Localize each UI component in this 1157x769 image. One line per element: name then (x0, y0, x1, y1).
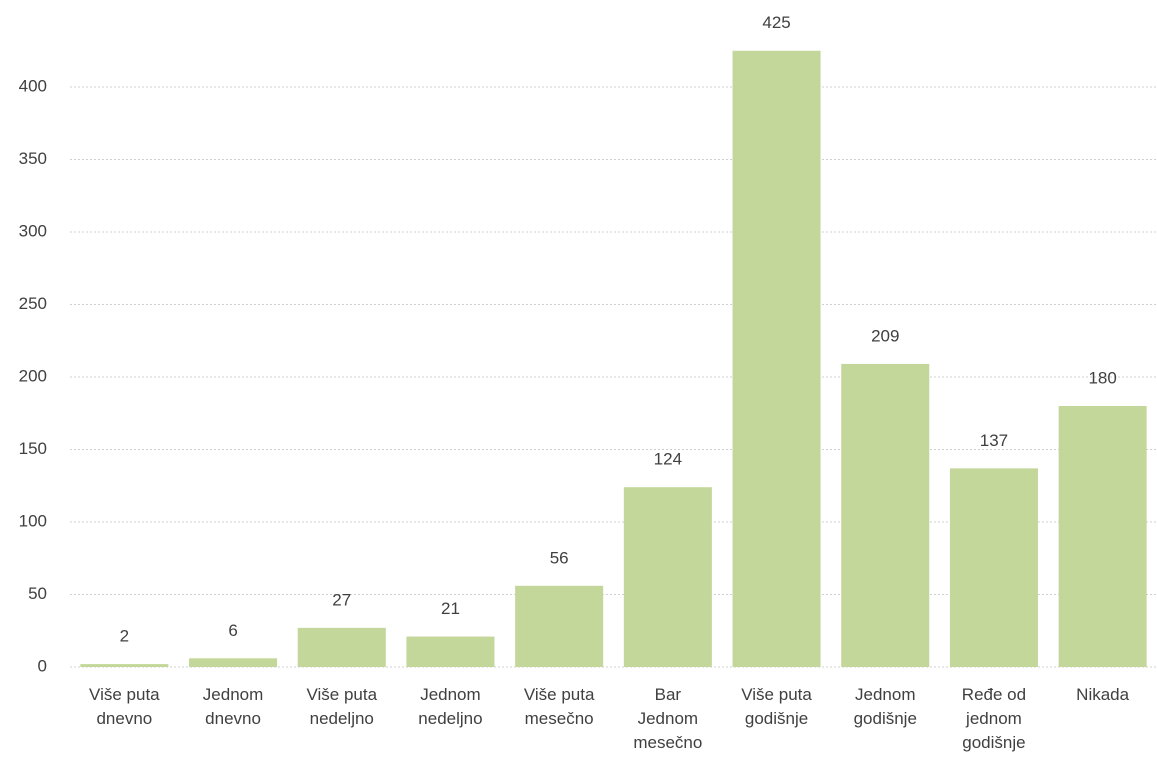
bar (297, 627, 386, 667)
x-tick-label: Jednom dnevno (202, 685, 264, 728)
data-label: 124 (654, 450, 682, 469)
bar (1058, 406, 1147, 667)
data-label: 425 (762, 13, 790, 32)
data-label: 56 (550, 548, 569, 567)
data-label: 6 (228, 621, 237, 640)
y-tick-label: 350 (19, 149, 47, 168)
x-tick-label: Više puta godišnje (741, 685, 812, 728)
bar (515, 585, 604, 667)
x-tick-label: Više puta dnevno (89, 685, 160, 728)
x-tick-label: Nikada (1076, 685, 1130, 704)
y-tick-label: 250 (19, 294, 47, 313)
bar (949, 468, 1038, 667)
y-tick-label: 50 (28, 584, 47, 603)
y-tick-label: 100 (19, 511, 47, 530)
data-label: 2 (120, 627, 129, 646)
bar (406, 636, 495, 667)
y-tick-label: 200 (19, 366, 47, 385)
y-tick-label: 0 (38, 656, 47, 675)
bar (623, 487, 712, 667)
x-tick-label: Više puta mesečno (523, 685, 595, 728)
data-label: 209 (871, 326, 899, 345)
bar (189, 658, 278, 667)
data-label: 180 (1088, 368, 1116, 387)
x-tick-label: Ređe od jednom godišnje (961, 685, 1027, 752)
data-label: 27 (332, 590, 351, 609)
x-tick-label: Jednom godišnje (853, 685, 917, 728)
data-label: 137 (980, 431, 1008, 450)
x-tick-label: Jednom nedeljno (418, 685, 483, 728)
data-label: 21 (441, 599, 460, 618)
bar (841, 363, 930, 667)
y-tick-label: 150 (19, 439, 47, 458)
x-tick-label: Više puta nedeljno (306, 685, 378, 728)
bar (80, 664, 169, 667)
y-tick-label: 400 (19, 76, 47, 95)
x-tick-label: Bar Jednom mesečno (633, 685, 703, 752)
y-tick-label: 300 (19, 221, 47, 240)
bar (732, 50, 821, 667)
